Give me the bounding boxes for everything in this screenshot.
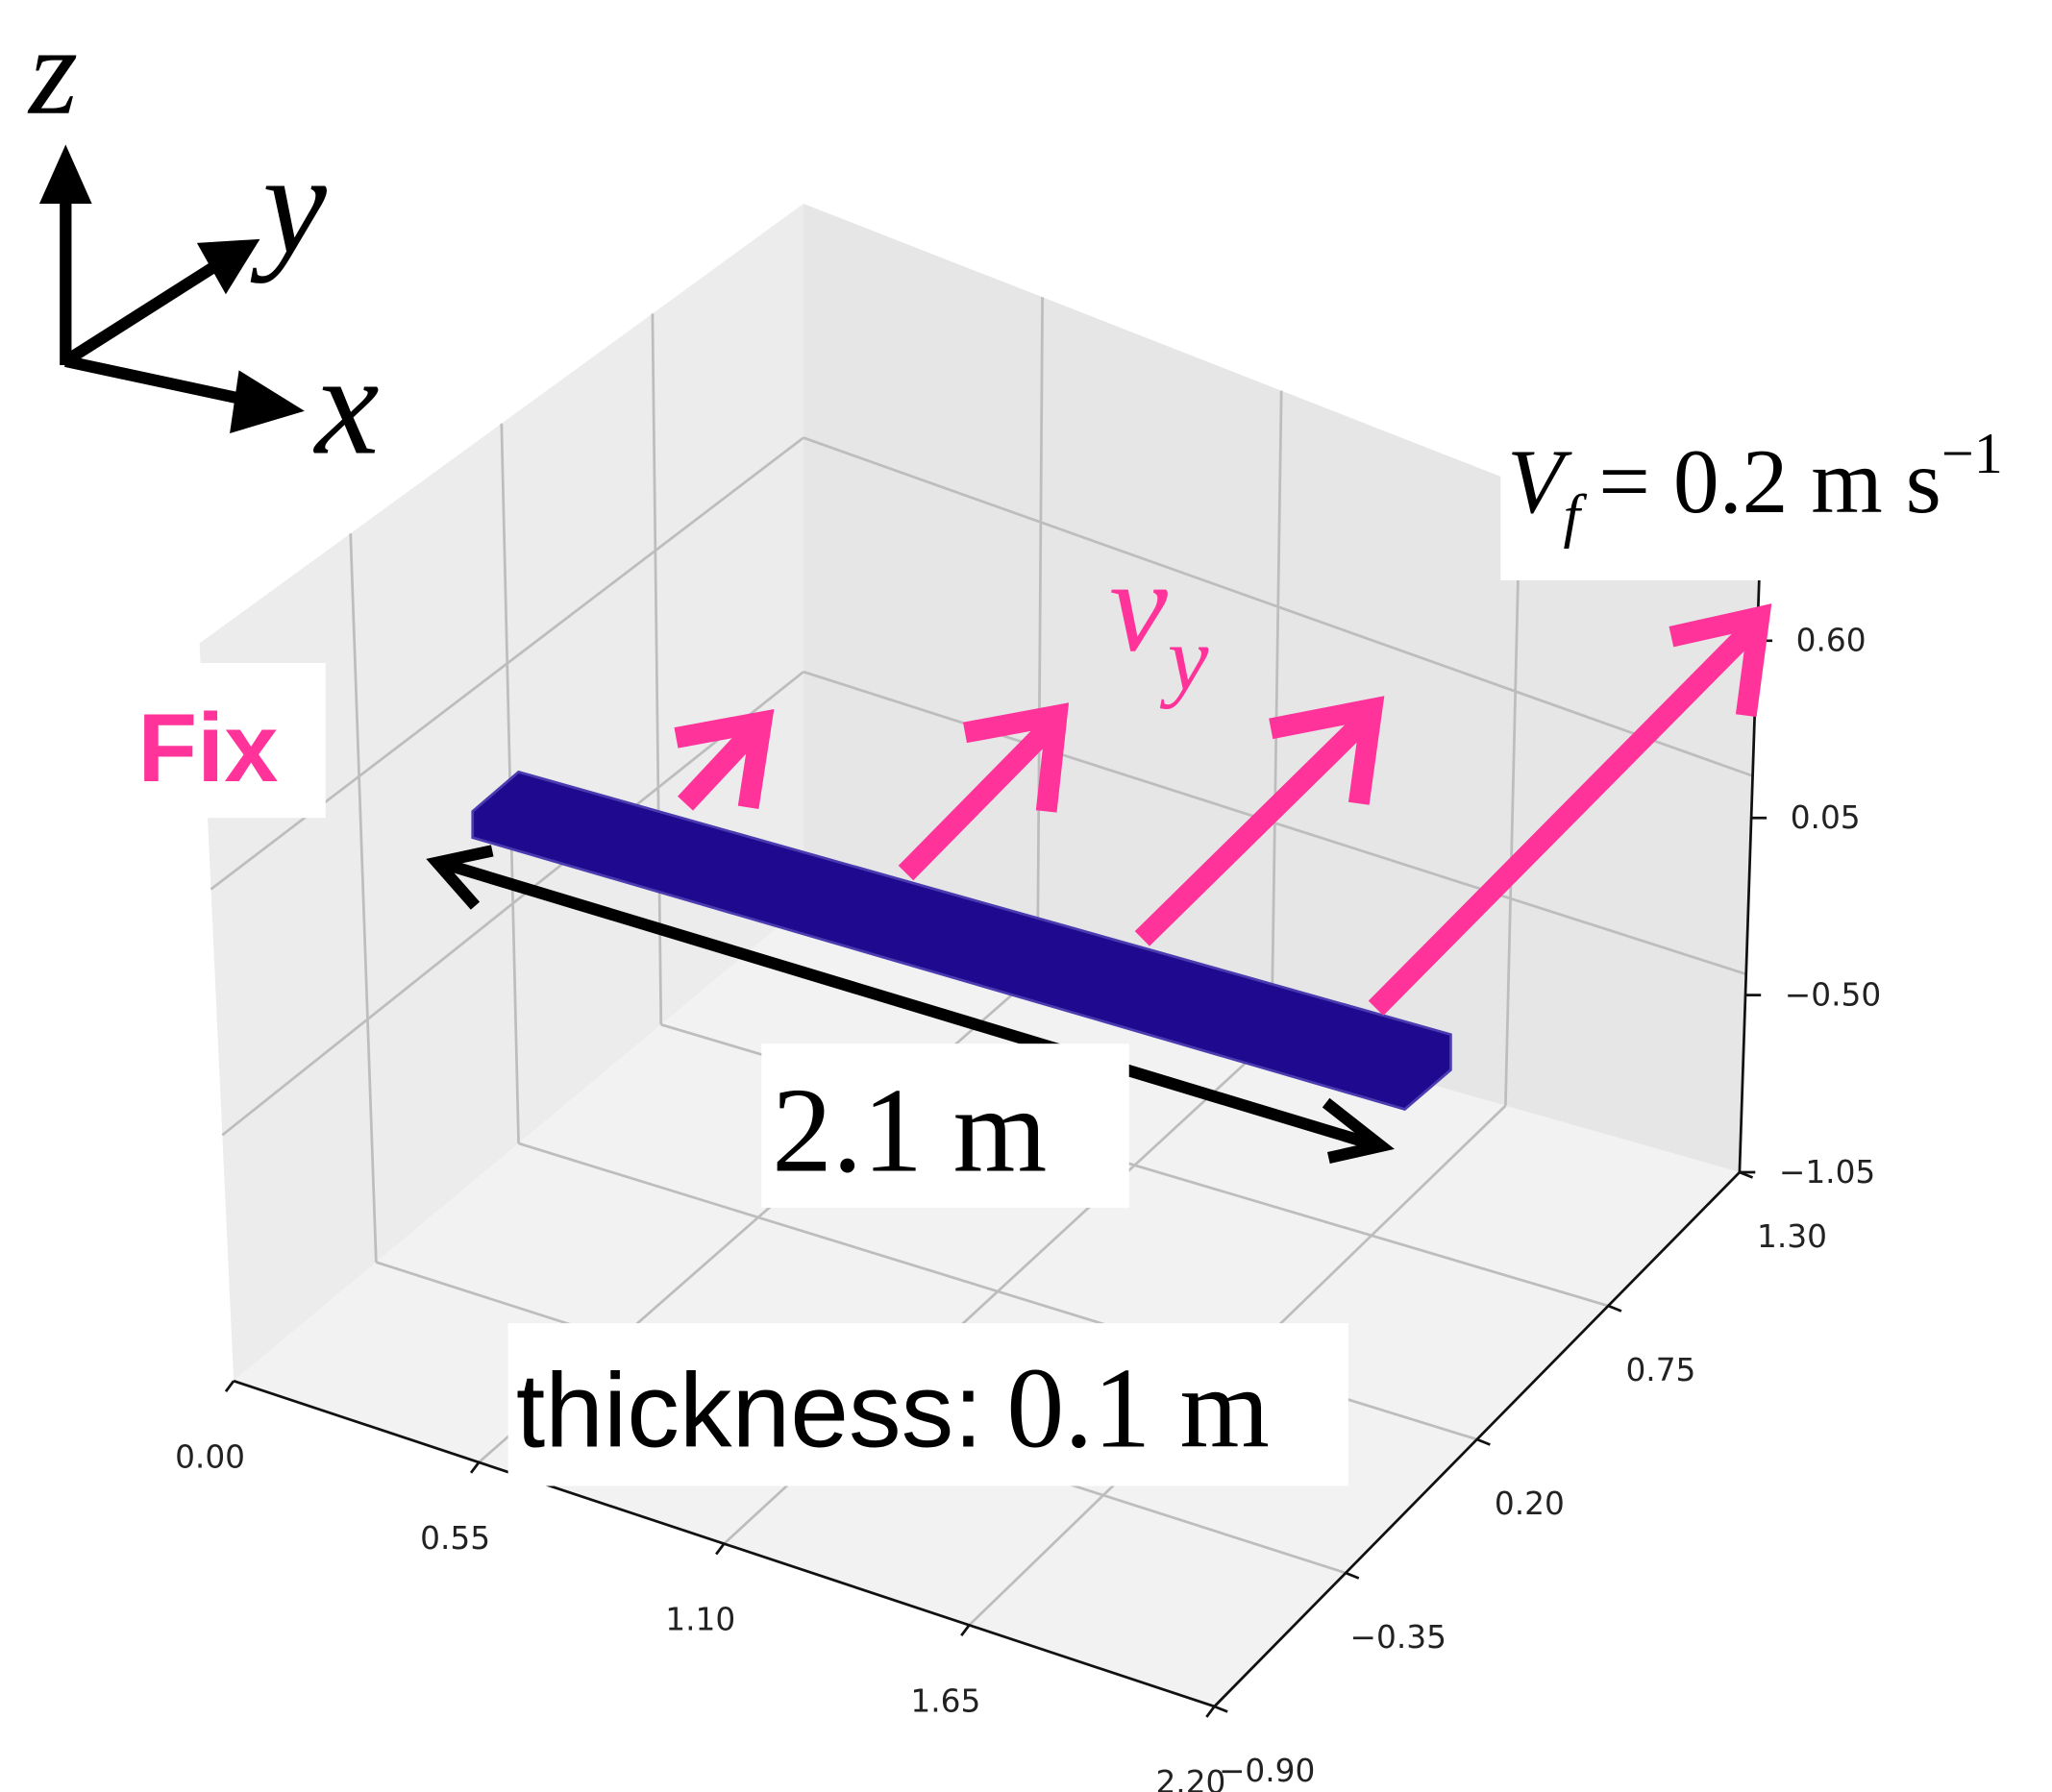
tick-label: −0.90 (1219, 1753, 1315, 1789)
exponent: −1 (1941, 422, 2003, 486)
tick-label: 0.75 (1625, 1352, 1695, 1388)
value: = 0.2 m s (1598, 430, 1941, 532)
tick-mark (961, 1625, 969, 1635)
length-label: 2.1 m (772, 1065, 1047, 1198)
tick-label: 0.60 (1796, 623, 1867, 659)
thickness-value: 0.1 m (1006, 1345, 1270, 1473)
tick-label: −0.35 (1350, 1619, 1446, 1656)
symbol: v (1109, 532, 1168, 678)
tick-mark (226, 1381, 234, 1391)
axis-icon-y (65, 262, 220, 360)
tick-label: 0.00 (175, 1438, 245, 1475)
tick-label: 1.30 (1757, 1218, 1827, 1255)
thickness-word: thickness: (516, 1353, 983, 1470)
tick-label: 2.20 (1155, 1764, 1225, 1792)
axis-icon-label: z (27, 2, 78, 141)
diagram: 0.00 0.55 1.10 1.65 2.20−0.90 −0.35 0.20 0.75 1.… (0, 0, 2052, 1792)
axis-icon-label: x (313, 324, 380, 484)
tick-label: −1.05 (1779, 1154, 1875, 1191)
tick-mark (716, 1544, 724, 1555)
tick-mark (1206, 1706, 1214, 1717)
tick-label: 0.05 (1791, 799, 1861, 836)
tick-mark (471, 1462, 479, 1473)
subscript: y (1160, 607, 1209, 709)
tick-mark (1215, 1706, 1228, 1711)
tick-label: 0.55 (420, 1520, 490, 1557)
tick-mark (1477, 1439, 1491, 1444)
arrow-head (39, 144, 92, 203)
tick-label: 0.20 (1495, 1485, 1565, 1522)
thickness-label: thickness:0.1 m (516, 1345, 1270, 1473)
tick-mark (1346, 1573, 1359, 1578)
tick-label: 1.65 (910, 1682, 980, 1719)
axis-icon-x (65, 361, 249, 401)
axis-icon-label: y (250, 123, 327, 283)
fix-label: Fix (137, 694, 278, 802)
tick-mark (1608, 1306, 1621, 1311)
arrow-head (230, 370, 305, 433)
tick-label: −0.50 (1785, 977, 1881, 1014)
tick-label: 1.10 (665, 1602, 735, 1638)
